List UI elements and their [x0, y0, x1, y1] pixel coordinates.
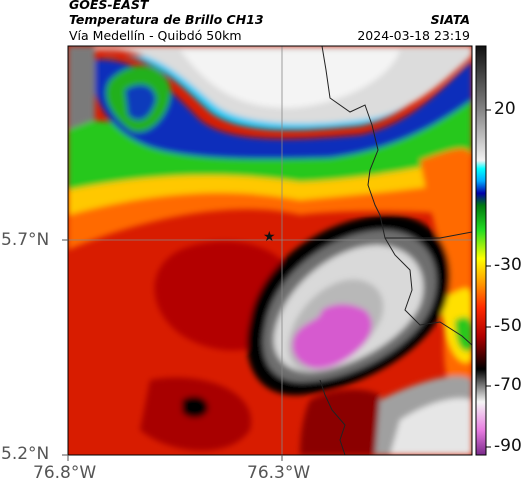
timestamp-label: 2024-03-18 23:19 [357, 28, 470, 43]
region-subtitle: Vía Medellín - Quibdó 50km [69, 28, 242, 43]
river-line [319, 379, 346, 455]
colorbar-tick-minus70: -70 [494, 375, 522, 395]
colorbar-tick-minus90: -90 [494, 436, 522, 456]
product-title: Temperatura de Brillo CH13 [69, 12, 264, 27]
lat-tick-5.2N: 5.2°N [1, 444, 50, 464]
location-marker-icon: ★ [263, 229, 276, 245]
lon-tick-76.8W: 76.8°W [33, 463, 97, 483]
colorbar-tick-20: 20 [494, 99, 516, 119]
brightness-temperature-field [68, 46, 472, 455]
lat-tick-5.7N: 5.7°N [1, 230, 50, 250]
border-line [321, 46, 472, 346]
lon-tick-76.3W: 76.3°W [247, 463, 311, 483]
colorbar-tick-minus30: -30 [494, 255, 522, 275]
map-frame [67, 45, 473, 456]
source-label: SIATA [430, 12, 470, 27]
border-line-east [385, 231, 472, 239]
colorbar-tick-minus50: -50 [494, 316, 522, 336]
colorbar [475, 45, 487, 456]
satellite-title: GOES-EAST [69, 0, 149, 12]
